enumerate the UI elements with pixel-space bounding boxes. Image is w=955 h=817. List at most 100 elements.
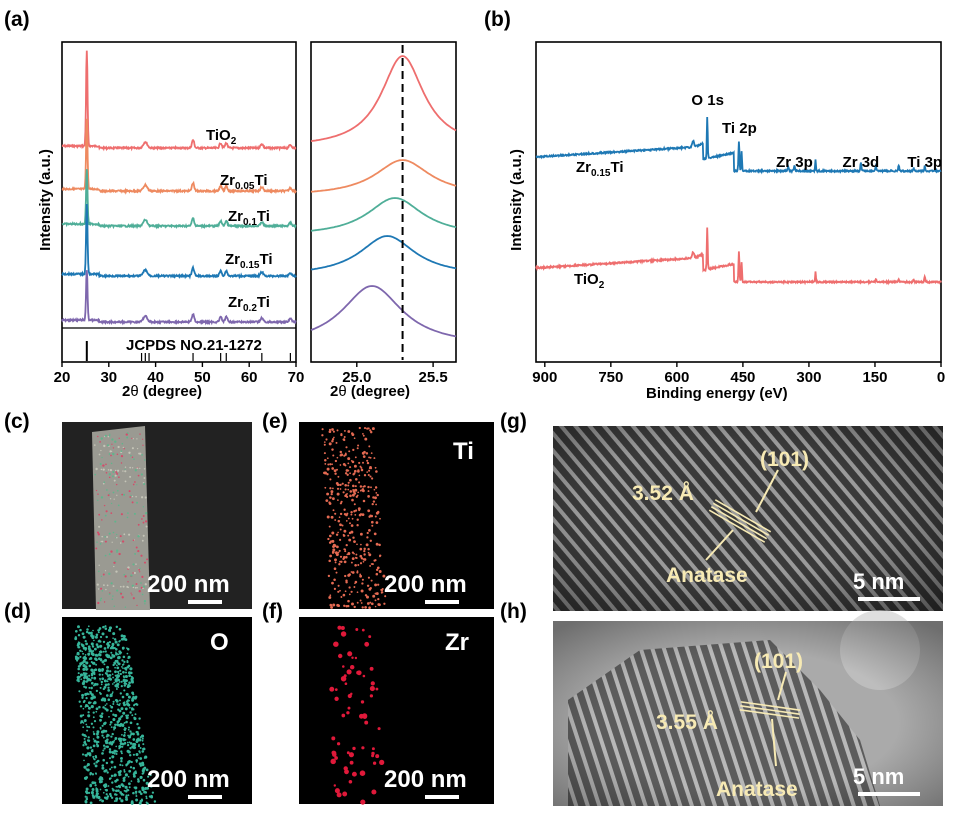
element-dot: [116, 536, 118, 539]
element-dot: [84, 656, 87, 660]
element-dot: [109, 656, 113, 660]
element-dot: [124, 575, 127, 578]
element-dot: [110, 705, 114, 709]
element-dot: [107, 469, 110, 471]
element-dot: [90, 686, 93, 690]
element-dot: [135, 795, 138, 797]
element-dot: [98, 513, 101, 516]
ti-map-background: [299, 422, 494, 609]
element-dot: [350, 561, 353, 564]
element-dot: [344, 488, 347, 491]
element-dot: [120, 756, 123, 760]
element-dot: [134, 552, 137, 555]
element-dot: [108, 572, 111, 575]
element-dot: [348, 593, 351, 596]
element-dot: [349, 664, 355, 670]
element-dot: [123, 734, 126, 737]
element-dot: [131, 447, 134, 450]
element-dot: [128, 681, 131, 685]
element-dot: [145, 781, 149, 785]
element-dot: [119, 542, 122, 544]
element-dot: [350, 524, 354, 527]
element-dot: [103, 647, 107, 650]
element-dot: [128, 735, 132, 739]
xps-series-label-tio2: TiO2: [574, 271, 605, 291]
element-dot: [94, 473, 97, 476]
element-dot: [374, 466, 377, 469]
element-dot: [363, 553, 366, 556]
element-dot: [140, 792, 143, 796]
element-dot: [122, 793, 125, 796]
element-dot: [121, 715, 124, 717]
element-dot: [93, 444, 96, 446]
element-dot: [382, 574, 386, 578]
element-dot: [352, 484, 355, 488]
xrd-x-ticks: 20 30 40 50 60 70: [54, 362, 304, 386]
element-dot: [321, 428, 324, 431]
element-dot: [351, 517, 354, 520]
element-dot: [84, 719, 87, 722]
element-dot: [103, 601, 106, 603]
element-dot: [105, 761, 109, 765]
element-dot: [85, 630, 89, 634]
element-dot: [100, 496, 104, 499]
element-dot: [351, 551, 355, 554]
series-label-tio2: TiO2: [206, 127, 237, 147]
panel-label-c: (c): [4, 410, 30, 433]
element-dot: [114, 723, 117, 727]
element-dot: [97, 795, 101, 800]
element-dot: [336, 468, 338, 471]
element-dot: [92, 684, 95, 687]
element-dot: [112, 475, 114, 478]
element-dot: [351, 557, 355, 561]
element-dot: [123, 689, 126, 692]
element-dot: [347, 457, 351, 461]
element-dot: [87, 645, 91, 649]
element-dot: [376, 566, 380, 570]
element-dot: [371, 751, 375, 756]
element-dot: [111, 691, 114, 693]
element-dot: [98, 705, 101, 709]
element-dot: [115, 797, 119, 801]
element-dot: [99, 778, 102, 781]
element-dot: [142, 444, 144, 446]
element-dot: [359, 770, 366, 776]
element-dot: [112, 789, 115, 792]
element-dot: [93, 668, 96, 672]
element-dot: [111, 645, 114, 649]
element-dot: [126, 652, 129, 655]
element-dot: [326, 473, 329, 476]
element-dot: [101, 731, 104, 734]
haadf-element-dots: [93, 432, 149, 608]
element-dot: [345, 555, 348, 559]
element-dot: [79, 673, 84, 677]
element-dot: [97, 499, 99, 501]
element-dot: [92, 726, 95, 729]
element-dot: [104, 704, 107, 707]
element-dot: [332, 497, 335, 501]
element-dot: [105, 708, 109, 712]
element-dot: [135, 495, 137, 498]
element-dot: [351, 571, 355, 574]
element-dot: [107, 683, 110, 686]
xps-x-ticks: 900 750 600 450 300 150 0: [532, 362, 945, 386]
element-dot: [100, 540, 102, 543]
element-dot: [121, 596, 124, 599]
ti-map: Ti 200 nm: [299, 422, 494, 610]
element-dot: [116, 472, 119, 475]
element-dot: [377, 597, 380, 601]
element-dot: [101, 766, 105, 770]
element-dot: [92, 662, 96, 665]
element-dot: [104, 570, 107, 572]
element-dot: [123, 703, 126, 707]
element-dot: [109, 433, 111, 435]
element-dot: [366, 584, 370, 588]
element-dot: [329, 686, 335, 692]
element-dot: [330, 515, 334, 519]
scalebar-f: [425, 795, 459, 799]
element-dot: [97, 759, 100, 763]
element-dot: [128, 674, 131, 678]
element-dot: [89, 784, 92, 787]
element-dot: [87, 791, 91, 795]
element-dot: [333, 587, 337, 591]
